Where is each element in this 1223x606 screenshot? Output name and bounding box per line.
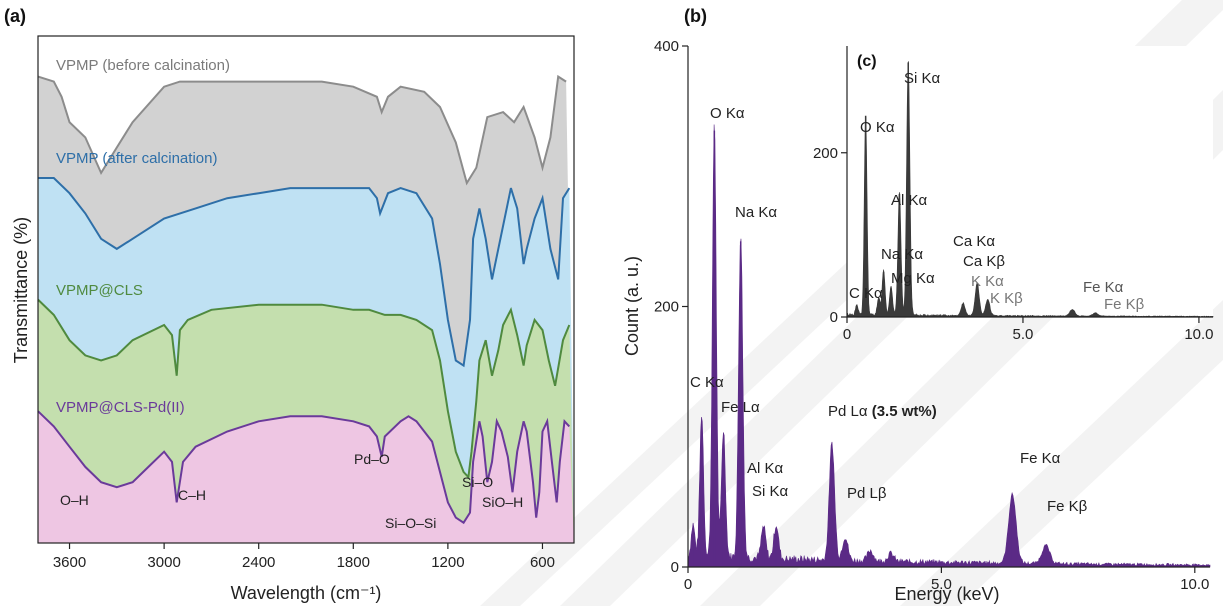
panel-b-y-tick-label-1: 200 [654, 299, 679, 316]
panel-a-tick-label-2: 2400 [242, 554, 275, 571]
panel-a-x-label: Wavelength (cm⁻¹) [231, 583, 382, 603]
legend-vpmp-before: VPMP (before calcination) [56, 57, 230, 74]
panel-a-tag: (a) [4, 6, 26, 26]
inset-label-na-ka: Na Kα [881, 246, 923, 263]
panel-b-x-label: Energy (keV) [894, 584, 999, 604]
inset-label-si-ka: Si Kα [904, 70, 941, 87]
ftir-fill-3 [38, 411, 574, 543]
inset-label-o-ka: O Kα [860, 119, 895, 136]
peak-label-fe-kb: Fe Kβ [1047, 498, 1088, 515]
annotation-siosi: Si–O–Si [385, 515, 436, 531]
panel-b: 0 5.0 10.0 0 200 400 Energy (keV) Count (a. u… [622, 6, 1211, 604]
inset-label-k-kb: K Kβ [990, 290, 1023, 307]
inset-label-ca-kb: Ca Kβ [963, 253, 1005, 270]
panel-b-x-tick-label-0: 0 [684, 576, 692, 593]
panel-b-tag: (b) [684, 6, 707, 26]
peak-label-al-ka: Al Kα [747, 460, 784, 477]
panel-a-x-axis: 3600 3000 2400 1800 1200 600 [53, 543, 555, 571]
annotation-sioh: SiO–H [482, 494, 523, 510]
panel-a-tick-label-1: 3000 [147, 554, 180, 571]
panel-b-axes: 0 5.0 10.0 0 200 400 [654, 38, 1209, 593]
panel-c-axes: 0 5.0 10.0 0 200 [813, 145, 1214, 343]
inset-label-ca-ka: Ca Kα [953, 233, 995, 250]
panel-a-frame [37, 35, 575, 544]
legend-vpmp-cls-pd: VPMP@CLS-Pd(II) [56, 399, 185, 416]
peak-label-fe-la: Fe Lα [721, 399, 760, 416]
inset-label-c-ka: C Kα [849, 285, 883, 302]
legend-vpmp-cls: VPMP@CLS [56, 282, 143, 299]
panel-c-x-tick-label-1: 5.0 [1013, 326, 1034, 343]
panel-c-x-tick-label-2: 10.0 [1184, 326, 1213, 343]
peak-label-pd-la-wt: (3.5 wt%) [872, 403, 937, 420]
peak-label-o-ka: O Kα [710, 105, 745, 122]
panel-a-tick-label-5: 600 [530, 554, 555, 571]
panel-b-spectrum [687, 124, 1211, 568]
peak-label-na-ka: Na Kα [735, 204, 777, 221]
annotation-pdo: Pd–O [354, 451, 390, 467]
panel-b-y-tick-label-2: 400 [654, 38, 679, 55]
panel-c-y-tick-label-0: 0 [830, 309, 838, 326]
inset-label-fe-kb: Fe Kβ [1104, 296, 1145, 313]
panel-c-tag: (c) [857, 53, 877, 70]
peak-label-pd-la-name: Pd Lα [828, 403, 868, 420]
ftir-line-3 [37, 410, 571, 525]
peak-label-c-ka: C Kα [690, 374, 724, 391]
ftir-line-1 [38, 177, 571, 368]
panel-c-spectrum [846, 61, 1214, 318]
peak-label-si-ka: Si Kα [752, 483, 789, 500]
panel-a-series [37, 74, 574, 543]
legend-vpmp-after: VPMP (after calcination) [56, 150, 217, 167]
panel-c-x-tick-label-0: 0 [843, 326, 851, 343]
panel-b-y-label: Count (a. u.) [622, 256, 642, 356]
ftir-line-2 [37, 298, 571, 480]
panel-b-y-tick-label-0: 0 [671, 559, 679, 576]
panel-a-tick-label-3: 1800 [337, 554, 370, 571]
panel-a-tick-label-4: 1200 [431, 554, 464, 571]
annotation-sio: Si–O [462, 474, 493, 490]
annotation-oh: O–H [60, 492, 89, 508]
panel-c-y-tick-label-1: 200 [813, 145, 838, 162]
annotation-ch: C–H [178, 487, 206, 503]
panel-a: 3600 3000 2400 1800 1200 600 Wavelength (cm⁻¹… [4, 6, 575, 603]
peak-label-pd-la: Pd Lα (3.5 wt%) [828, 403, 937, 420]
inset-label-k-ka: K Kα [971, 273, 1004, 290]
inset-label-al-ka: Al Kα [891, 192, 928, 209]
peak-label-fe-ka: Fe Kα [1020, 450, 1061, 467]
inset-label-mg-ka: Mg Kα [891, 270, 935, 287]
panel-a-tick-label-0: 3600 [53, 554, 86, 571]
panel-a-y-label: Transmittance (%) [11, 217, 31, 363]
panel-b-x-tick-label-1: 5.0 [931, 576, 952, 593]
inset-label-fe-ka: Fe Kα [1083, 279, 1124, 296]
peak-label-pd-lb: Pd Lβ [847, 485, 887, 502]
ftir-line-0 [37, 74, 567, 186]
panel-b-x-tick-label-2: 10.0 [1180, 576, 1209, 593]
